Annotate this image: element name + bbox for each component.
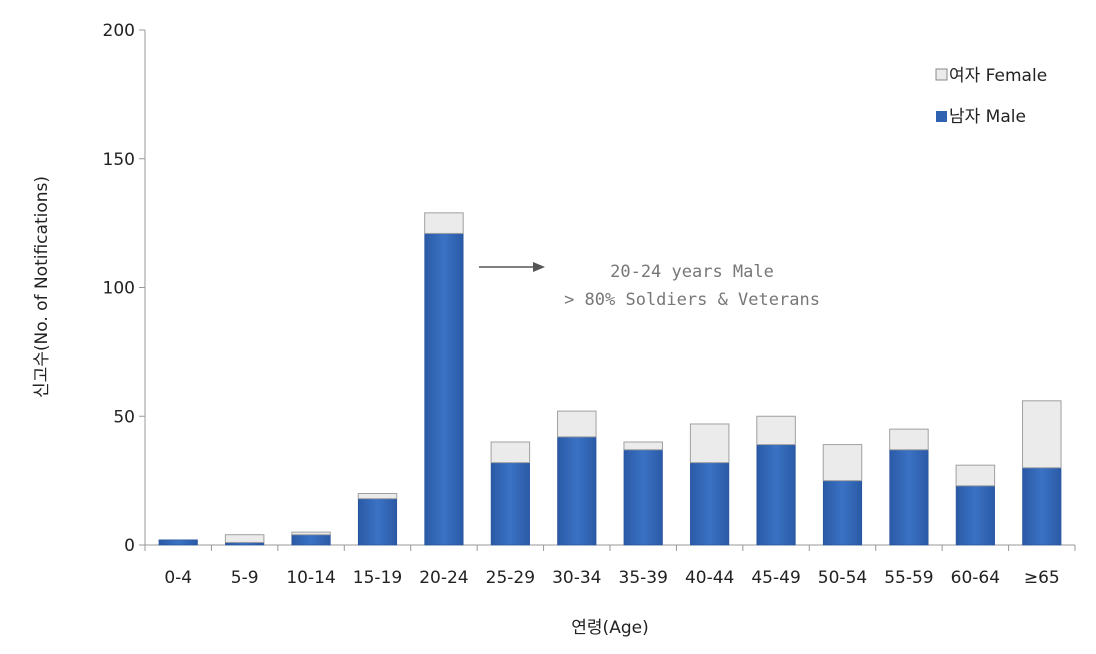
x-tick-label: 20-24 — [419, 568, 468, 588]
bar-male — [1022, 467, 1062, 546]
bar-female — [1022, 400, 1062, 469]
x-tick-label: 60-64 — [951, 568, 1000, 588]
x-tick-label: 30-34 — [552, 568, 601, 588]
y-tick-label: 0 — [124, 536, 135, 556]
bar-female — [623, 441, 663, 451]
annotation: 20-24 years Male > 80% Soldiers & Vetera… — [479, 262, 820, 310]
bar-male — [557, 436, 597, 546]
x-tick-label: 45-49 — [751, 568, 800, 588]
x-tick-label: 0-4 — [164, 568, 192, 588]
y-tick-label: 150 — [103, 150, 135, 170]
bar-male — [889, 449, 929, 546]
bar-male — [357, 498, 398, 546]
bar-male — [756, 444, 796, 546]
bar-female — [357, 493, 398, 500]
legend-swatch-male — [936, 111, 947, 122]
bar-female — [291, 531, 331, 536]
x-tick-label: 5-9 — [231, 568, 259, 588]
y-ticks: 0 50 100 150 200 — [103, 21, 145, 556]
bar-female — [889, 428, 929, 451]
y-tick-label: 50 — [113, 407, 135, 427]
x-tick-label: 15-19 — [353, 568, 402, 588]
x-tick-label: ≥65 — [1024, 568, 1060, 588]
axes — [144, 30, 1075, 546]
bar-female — [490, 441, 531, 464]
bar-female — [224, 534, 265, 543]
legend-label-male: 남자 Male — [949, 107, 1026, 127]
bar-male — [822, 480, 863, 546]
bar-male — [623, 449, 663, 546]
x-tick-label: 50-54 — [818, 568, 867, 588]
annotation-arrowhead — [533, 262, 545, 272]
legend-label-female: 여자 Female — [949, 66, 1047, 86]
bar-male — [158, 539, 198, 546]
bar-female — [557, 410, 597, 438]
bar-female — [822, 444, 863, 482]
bar-female — [689, 423, 730, 464]
annotation-line-1: 20-24 years Male — [610, 262, 774, 282]
annotation-line-2: > 80% Soldiers & Veterans — [564, 290, 820, 310]
x-tick-label: 35-39 — [619, 568, 668, 588]
x-tick-label: 10-14 — [286, 568, 335, 588]
bar-female — [424, 212, 464, 234]
bar-male — [690, 462, 730, 546]
legend-swatch-female — [935, 68, 948, 81]
bar-female — [756, 415, 796, 446]
x-axis-title: 연령(Age) — [571, 618, 648, 638]
y-tick-label: 100 — [103, 279, 135, 299]
x-ticks: 0-4 5-9 10-14 15-19 20-24 25-29 30-34 35-39 40-4… — [144, 545, 1076, 588]
y-axis-title: 신고수(No. of Notifications) — [32, 176, 52, 398]
bar-male — [955, 485, 995, 546]
legend: 여자 Female 남자 Male — [935, 66, 1047, 127]
x-tick-label: 55-59 — [884, 568, 933, 588]
bar-male — [291, 534, 331, 546]
x-tick-label: 25-29 — [486, 568, 535, 588]
bar-female — [955, 464, 996, 487]
bar-male — [424, 233, 464, 546]
x-tick-label: 40-44 — [685, 568, 734, 588]
bars — [158, 212, 1062, 546]
y-tick-label: 200 — [103, 21, 135, 41]
bar-male — [490, 462, 530, 546]
